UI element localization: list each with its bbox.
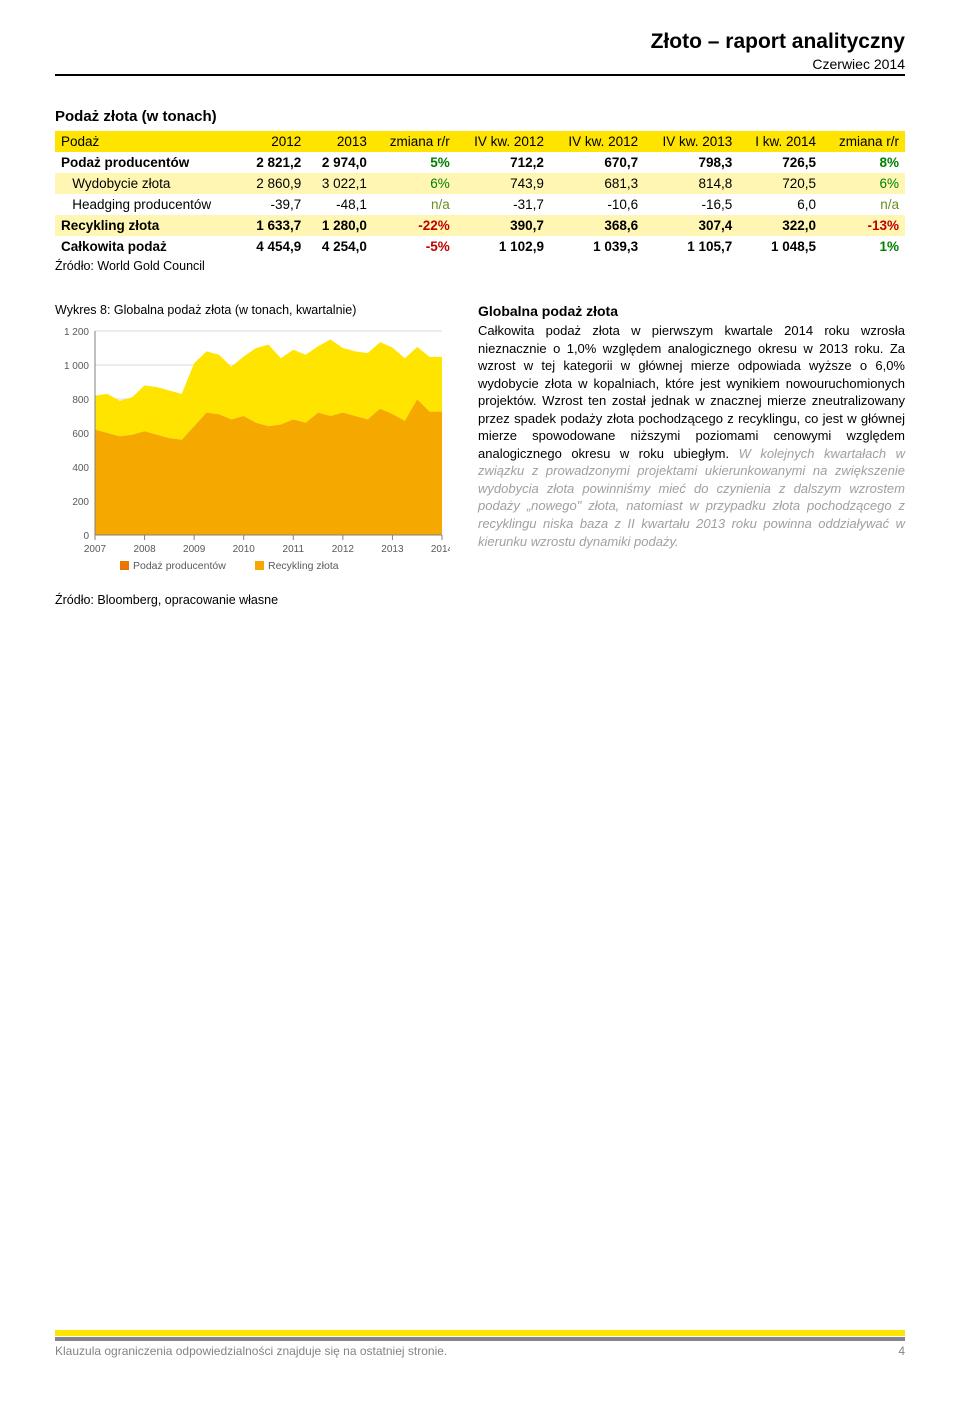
- svg-text:1 000: 1 000: [64, 361, 89, 372]
- disclaimer-note: Klauzula ograniczenia odpowiedzialności …: [55, 1344, 447, 1358]
- svg-text:600: 600: [72, 429, 89, 440]
- report-title: Złoto – raport analityczny: [55, 30, 905, 54]
- col-label: Podaż: [55, 131, 242, 152]
- svg-text:2007: 2007: [84, 544, 107, 555]
- svg-text:2009: 2009: [183, 544, 206, 555]
- svg-text:2008: 2008: [133, 544, 156, 555]
- table-row: Całkowita podaż4 454,94 254,0-5%1 102,91…: [55, 236, 905, 257]
- svg-text:Podaż producentów: Podaż producentów: [133, 560, 226, 572]
- footer-bar-grey: [55, 1337, 905, 1341]
- supply-table: Podaż 2012 2013 zmiana r/r IV kw. 2012 I…: [55, 131, 905, 257]
- supply-chart: 0 200 400 600 800 1 000 1 200 2007 2008 2009 2010 2…: [55, 323, 450, 583]
- report-date: Czerwiec 2014: [55, 56, 905, 72]
- table-row: Recykling złota1 633,71 280,0-22%390,736…: [55, 215, 905, 236]
- table-header-row: Podaż 2012 2013 zmiana r/r IV kw. 2012 I…: [55, 131, 905, 152]
- col-yoy1: zmiana r/r: [373, 131, 456, 152]
- chart-title: Wykres 8: Globalna podaż złota (w tonach…: [55, 303, 450, 317]
- svg-text:2012: 2012: [332, 544, 355, 555]
- page-header: Złoto – raport analityczny Czerwiec 2014: [55, 30, 905, 76]
- footer-bar-yellow: [55, 1330, 905, 1336]
- col-2012: 2012: [242, 131, 308, 152]
- col-2013: 2013: [307, 131, 373, 152]
- table-row: Headging producentów-39,7-48,1n/a-31,7-1…: [55, 194, 905, 215]
- col-q3: IV kw. 2013: [644, 131, 738, 152]
- svg-text:2010: 2010: [233, 544, 256, 555]
- chart-source: Źródło: Bloomberg, opracowanie własne: [55, 593, 450, 607]
- svg-text:800: 800: [72, 395, 89, 406]
- svg-text:2011: 2011: [283, 544, 305, 555]
- col-q4: I kw. 2014: [738, 131, 822, 152]
- col-q2: IV kw. 2012: [550, 131, 644, 152]
- svg-text:0: 0: [83, 531, 89, 542]
- page-footer: Klauzula ograniczenia odpowiedzialności …: [55, 1330, 905, 1358]
- svg-text:400: 400: [72, 463, 89, 474]
- svg-text:200: 200: [72, 497, 89, 508]
- svg-text:1 200: 1 200: [64, 327, 89, 338]
- table-source: Źródło: World Gold Council: [55, 259, 905, 273]
- svg-text:2013: 2013: [381, 544, 404, 555]
- svg-text:2014: 2014: [431, 544, 450, 555]
- col-q1: IV kw. 2012: [456, 131, 550, 152]
- table-row: Podaż producentów2 821,22 974,05%712,267…: [55, 152, 905, 173]
- page-number: 4: [898, 1344, 905, 1358]
- svg-text:Recykling złota: Recykling złota: [268, 560, 339, 572]
- paragraph-body: Całkowita podaż złota w pierwszym kwarta…: [478, 322, 905, 550]
- paragraph-title: Globalna podaż złota: [478, 303, 905, 319]
- table-row: Wydobycie złota2 860,93 022,16%743,9681,…: [55, 173, 905, 194]
- table-title: Podaż złota (w tonach): [55, 108, 905, 125]
- col-yoy2: zmiana r/r: [822, 131, 905, 152]
